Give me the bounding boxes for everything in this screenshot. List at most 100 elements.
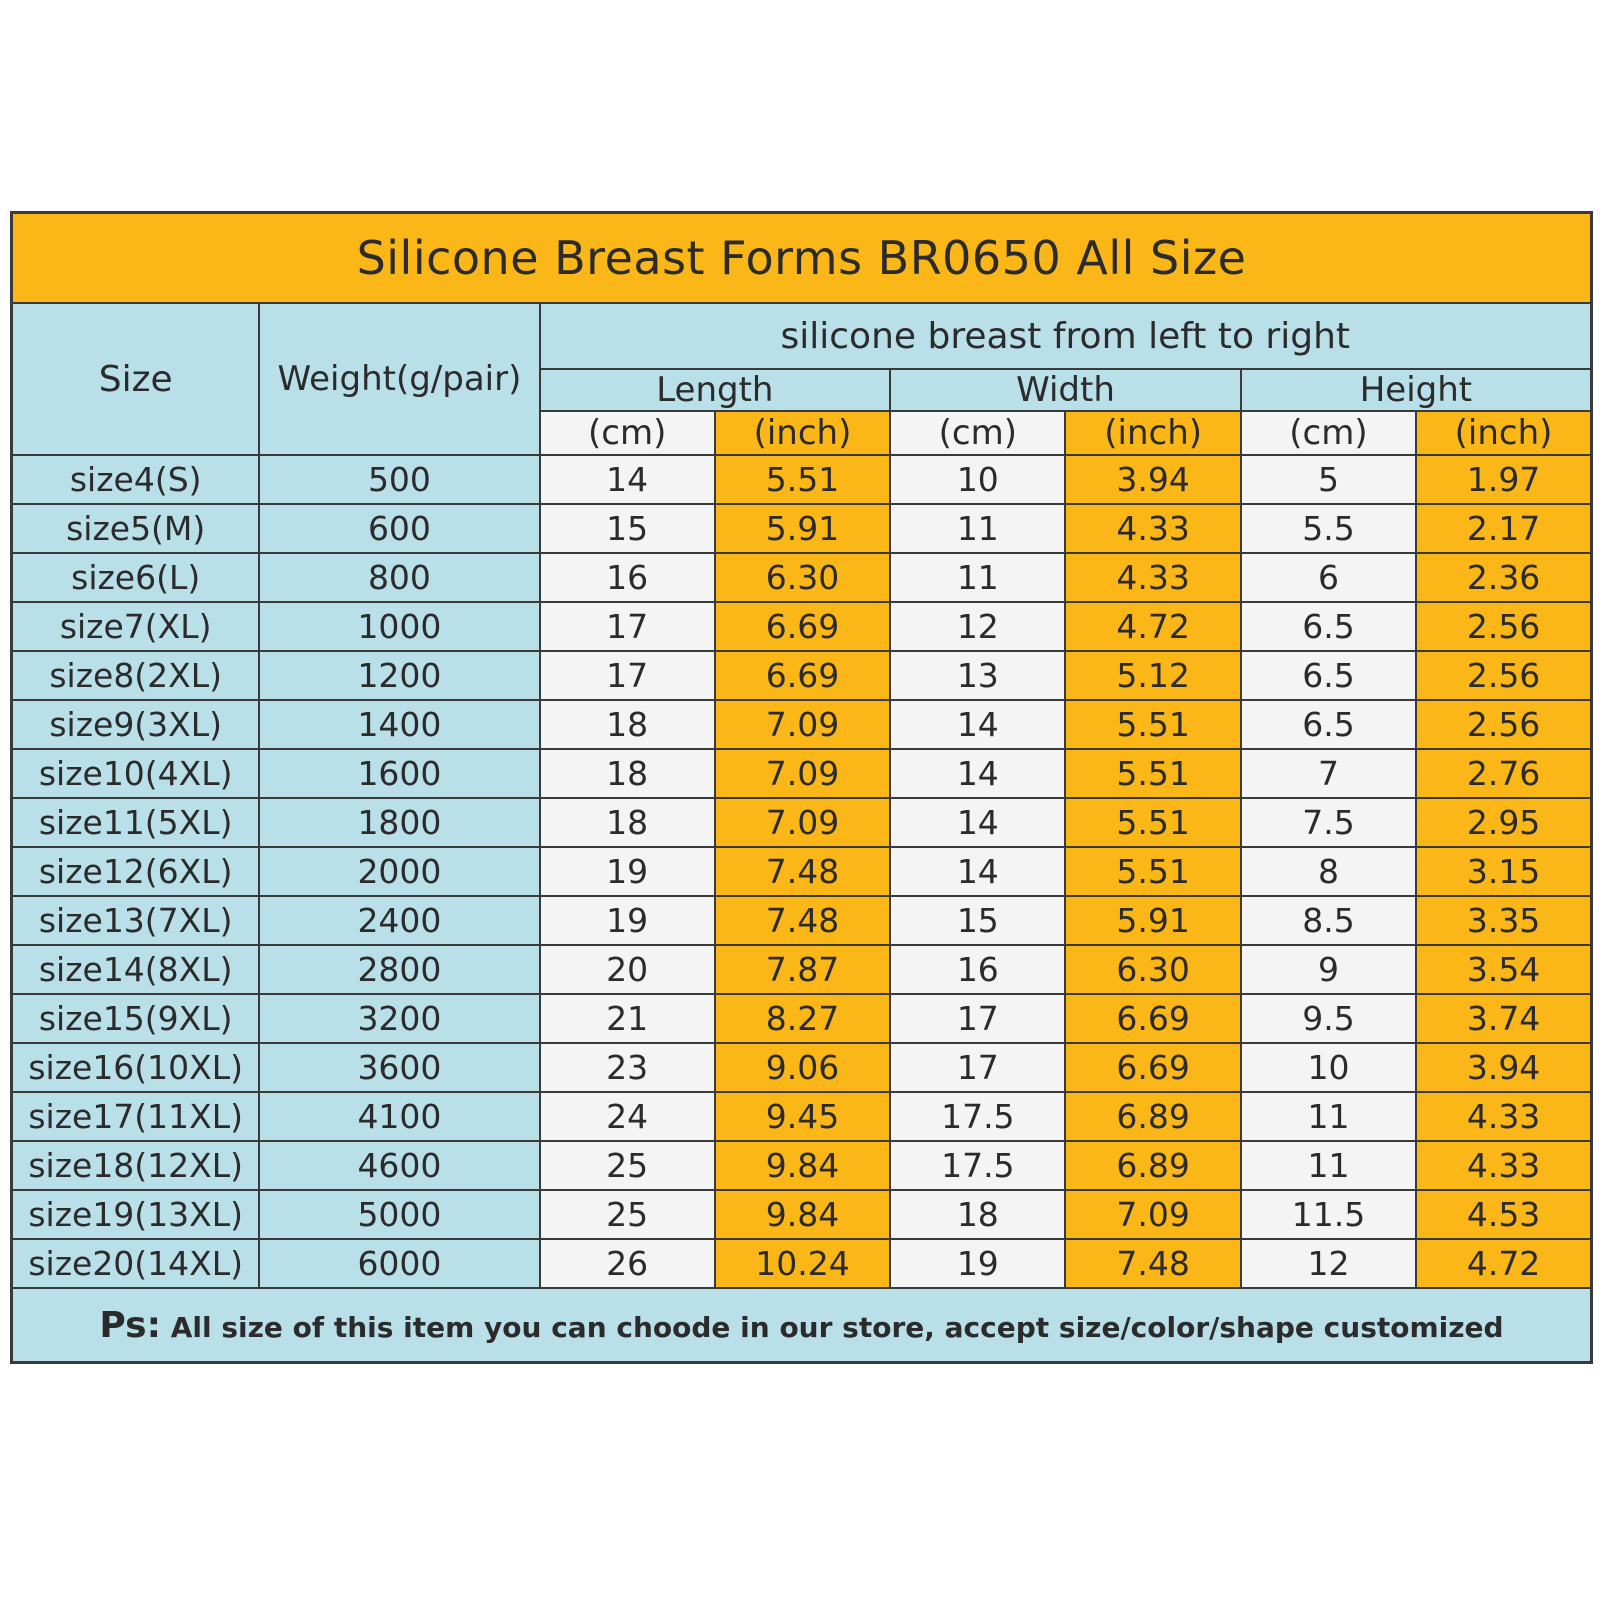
width-cm-cell: 13 [889,650,1067,701]
height-inch-unit: (inch) [1415,410,1593,456]
length-inch-cell: 9.45 [713,1091,892,1142]
length-cm-cell: 21 [538,993,716,1044]
height-inch-cell: 3.94 [1415,1042,1593,1093]
height-cm-cell: 10 [1239,1042,1418,1093]
length-inch-cell: 5.91 [713,503,892,554]
width-inch-cell: 5.51 [1064,699,1242,750]
width-cm-cell: 18 [889,1189,1067,1240]
width-cm-cell: 11 [889,552,1067,603]
size-cell: size4(S) [10,454,261,505]
weight-cell: 1400 [258,699,541,750]
width-inch-cell: 5.12 [1064,650,1242,701]
note-text: Ps: All size of this item you can choode… [10,1287,1593,1364]
length-inch-cell: 6.30 [713,552,892,603]
header-row-group: Size Weight(g/pair) silicone breast from… [10,302,1593,456]
table-row: size18(12XL) 4600 25 9.84 17.5 6.89 11 4.33 [10,1140,1593,1191]
length-cm-cell: 20 [538,944,716,995]
width-inch-cell: 4.33 [1064,552,1242,603]
header-row-units: (cm) (inch) (cm) (inch) (cm) (inch) [12,410,1593,456]
table-row: size10(4XL) 1600 18 7.09 14 5.51 7 2.76 [10,748,1593,799]
height-cm-cell: 11.5 [1239,1189,1418,1240]
size-cell: size13(7XL) [10,895,261,946]
note-body: All size of this item you can choode in … [170,1310,1504,1344]
height-cm-cell: 9 [1239,944,1418,995]
weight-cell: 1600 [258,748,541,799]
width-cm-cell: 14 [889,846,1067,897]
table-title: Silicone Breast Forms BR0650 All Size [10,211,1593,304]
height-cm-cell: 5 [1239,454,1418,505]
width-cm-cell: 14 [889,699,1067,750]
weight-cell: 600 [258,503,541,554]
size-cell: size14(8XL) [10,944,261,995]
length-inch-cell: 6.69 [713,650,892,701]
weight-cell: 6000 [258,1238,541,1289]
height-cm-cell: 6.5 [1239,650,1418,701]
height-inch-cell: 3.15 [1415,846,1593,897]
size-cell: size20(14XL) [10,1238,261,1289]
weight-cell: 2800 [258,944,541,995]
height-inch-cell: 4.33 [1415,1091,1593,1142]
weight-column-header: Weight(g/pair) [258,302,541,456]
length-inch-cell: 6.69 [713,601,892,652]
length-inch-cell: 9.84 [713,1140,892,1191]
length-cm-cell: 18 [538,748,716,799]
height-cm-cell: 8 [1239,846,1418,897]
height-inch-cell: 2.56 [1415,699,1593,750]
width-inch-cell: 3.94 [1064,454,1242,505]
height-cm-unit: (cm) [1239,410,1418,456]
table-row: size4(S) 500 14 5.51 10 3.94 5 1.97 [10,454,1593,505]
header-row-dimensions: Length Width Height [12,368,1593,412]
length-inch-cell: 7.09 [713,699,892,750]
width-cm-cell: 17 [889,1042,1067,1093]
length-cm-unit: (cm) [538,410,716,456]
width-inch-cell: 7.09 [1064,1189,1242,1240]
width-inch-cell: 5.91 [1064,895,1242,946]
size-chart-table: Silicone Breast Forms BR0650 All Size Si… [10,211,1593,1364]
table-row: size5(M) 600 15 5.91 11 4.33 5.5 2.17 [10,503,1593,554]
table-row: size7(XL) 1000 17 6.69 12 4.72 6.5 2.56 [10,601,1593,652]
height-cm-cell: 7.5 [1239,797,1418,848]
size-column-header: Size [10,302,261,456]
weight-cell: 500 [258,454,541,505]
length-cm-cell: 24 [538,1091,716,1142]
height-inch-cell: 2.76 [1415,748,1593,799]
height-inch-cell: 4.53 [1415,1189,1593,1240]
length-inch-cell: 7.87 [713,944,892,995]
length-inch-cell: 7.09 [713,797,892,848]
length-cm-cell: 26 [538,1238,716,1289]
height-cm-cell: 12 [1239,1238,1418,1289]
size-cell: size12(6XL) [10,846,261,897]
title-row: Silicone Breast Forms BR0650 All Size [10,211,1593,304]
size-cell: size15(9XL) [10,993,261,1044]
width-cm-cell: 14 [889,748,1067,799]
width-cm-cell: 17 [889,993,1067,1044]
length-cm-cell: 19 [538,895,716,946]
length-inch-cell: 7.48 [713,846,892,897]
width-inch-cell: 4.33 [1064,503,1242,554]
weight-cell: 3200 [258,993,541,1044]
table-row: size19(13XL) 5000 25 9.84 18 7.09 11.5 4.53 [10,1189,1593,1240]
height-inch-cell: 2.17 [1415,503,1593,554]
size-cell: size16(10XL) [10,1042,261,1093]
size-cell: size18(12XL) [10,1140,261,1191]
measurement-group-header: silicone breast from left to right [538,302,1593,370]
weight-cell: 2000 [258,846,541,897]
length-cm-cell: 18 [538,699,716,750]
width-inch-cell: 6.89 [1064,1091,1242,1142]
weight-cell: 1200 [258,650,541,701]
width-cm-cell: 19 [889,1238,1067,1289]
height-inch-cell: 2.36 [1415,552,1593,603]
width-cm-cell: 15 [889,895,1067,946]
table-row: size16(10XL) 3600 23 9.06 17 6.69 10 3.94 [10,1042,1593,1093]
width-cm-cell: 17.5 [889,1091,1067,1142]
length-inch-cell: 10.24 [713,1238,892,1289]
size-cell: size8(2XL) [10,650,261,701]
height-inch-cell: 2.95 [1415,797,1593,848]
width-inch-cell: 7.48 [1064,1238,1242,1289]
length-inch-cell: 9.84 [713,1189,892,1240]
table-row: size14(8XL) 2800 20 7.87 16 6.30 9 3.54 [10,944,1593,995]
weight-cell: 4100 [258,1091,541,1142]
width-inch-cell: 6.69 [1064,993,1242,1044]
length-cm-cell: 19 [538,846,716,897]
width-cm-cell: 14 [889,797,1067,848]
